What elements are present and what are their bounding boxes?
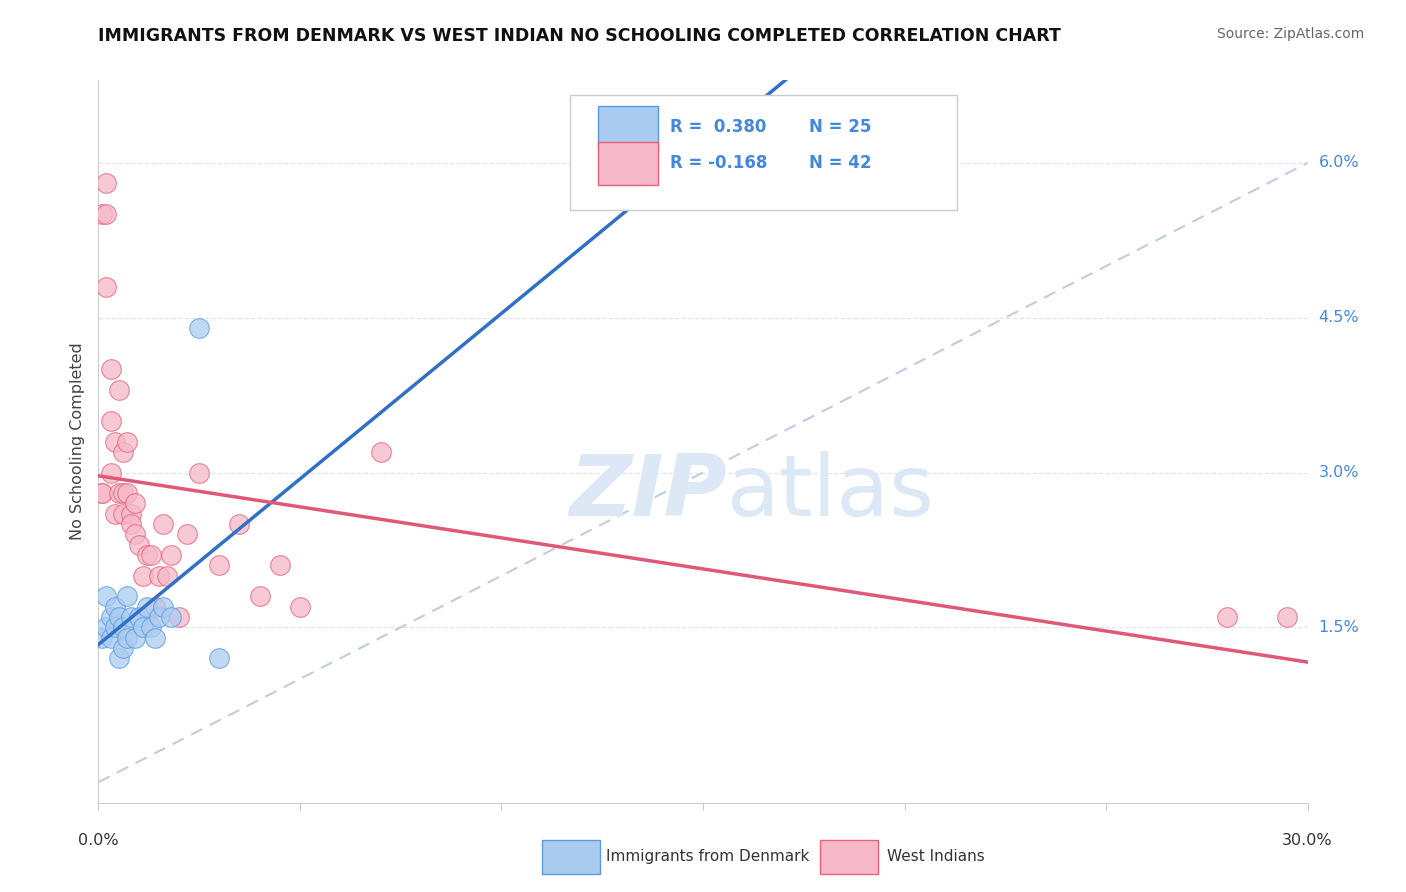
Point: [107, 651, 129, 665]
Point: [107, 610, 129, 624]
Point: [208, 651, 231, 665]
Text: Immigrants from Denmark: Immigrants from Denmark: [606, 849, 810, 864]
Point: [111, 620, 134, 634]
Text: N = 25: N = 25: [810, 119, 872, 136]
Point: [160, 610, 183, 624]
Point: [96, 620, 118, 634]
Text: ZIP: ZIP: [569, 450, 727, 533]
Y-axis label: No Schooling Completed: No Schooling Completed: [70, 343, 86, 541]
Point: [111, 486, 134, 500]
Text: 4.5%: 4.5%: [1319, 310, 1360, 326]
Text: R =  0.380: R = 0.380: [671, 119, 766, 136]
FancyBboxPatch shape: [598, 105, 658, 149]
Text: 3.0%: 3.0%: [1319, 465, 1360, 480]
Point: [132, 620, 155, 634]
Point: [124, 527, 146, 541]
Text: R = -0.168: R = -0.168: [671, 154, 768, 172]
Point: [188, 321, 211, 335]
Point: [111, 640, 134, 655]
Point: [96, 279, 118, 293]
Point: [128, 610, 150, 624]
Point: [269, 558, 291, 573]
Point: [91, 207, 114, 221]
Point: [100, 414, 122, 428]
Point: [1277, 610, 1299, 624]
Point: [107, 383, 129, 397]
Point: [132, 568, 155, 582]
Point: [143, 599, 166, 614]
Point: [156, 568, 179, 582]
Point: [120, 610, 142, 624]
Text: 1.5%: 1.5%: [1319, 620, 1360, 635]
Point: [139, 620, 162, 634]
Point: [107, 486, 129, 500]
Point: [115, 486, 138, 500]
Point: [176, 527, 198, 541]
Point: [96, 207, 118, 221]
Text: atlas: atlas: [727, 450, 935, 533]
Point: [103, 599, 125, 614]
Point: [143, 631, 166, 645]
Point: [128, 538, 150, 552]
Point: [103, 434, 125, 449]
Point: [115, 631, 138, 645]
Point: [120, 517, 142, 532]
Point: [167, 610, 190, 624]
Point: [135, 599, 157, 614]
Text: Source: ZipAtlas.com: Source: ZipAtlas.com: [1216, 27, 1364, 41]
Point: [103, 507, 125, 521]
Point: [1216, 610, 1239, 624]
Point: [152, 599, 174, 614]
Point: [120, 507, 142, 521]
Point: [103, 620, 125, 634]
Point: [115, 434, 138, 449]
Point: [115, 590, 138, 604]
Point: [288, 599, 311, 614]
Point: [96, 590, 118, 604]
Point: [370, 445, 392, 459]
Point: [124, 631, 146, 645]
FancyBboxPatch shape: [569, 95, 957, 211]
Point: [228, 517, 250, 532]
Point: [208, 558, 231, 573]
Point: [160, 548, 183, 562]
Point: [111, 445, 134, 459]
Point: [124, 496, 146, 510]
FancyBboxPatch shape: [820, 840, 879, 873]
Point: [152, 517, 174, 532]
Point: [100, 362, 122, 376]
FancyBboxPatch shape: [543, 840, 600, 873]
Text: N = 42: N = 42: [810, 154, 872, 172]
Point: [100, 610, 122, 624]
Point: [91, 486, 114, 500]
Point: [96, 177, 118, 191]
Point: [91, 631, 114, 645]
Text: 6.0%: 6.0%: [1319, 155, 1360, 170]
Point: [91, 486, 114, 500]
Point: [148, 568, 170, 582]
FancyBboxPatch shape: [598, 142, 658, 185]
Text: 0.0%: 0.0%: [79, 833, 118, 848]
Point: [139, 548, 162, 562]
Text: IMMIGRANTS FROM DENMARK VS WEST INDIAN NO SCHOOLING COMPLETED CORRELATION CHART: IMMIGRANTS FROM DENMARK VS WEST INDIAN N…: [98, 27, 1062, 45]
Point: [148, 610, 170, 624]
Point: [188, 466, 211, 480]
Point: [111, 507, 134, 521]
Point: [135, 548, 157, 562]
Point: [100, 466, 122, 480]
Text: 30.0%: 30.0%: [1282, 833, 1333, 848]
Point: [249, 590, 271, 604]
Text: West Indians: West Indians: [887, 849, 984, 864]
Point: [100, 631, 122, 645]
